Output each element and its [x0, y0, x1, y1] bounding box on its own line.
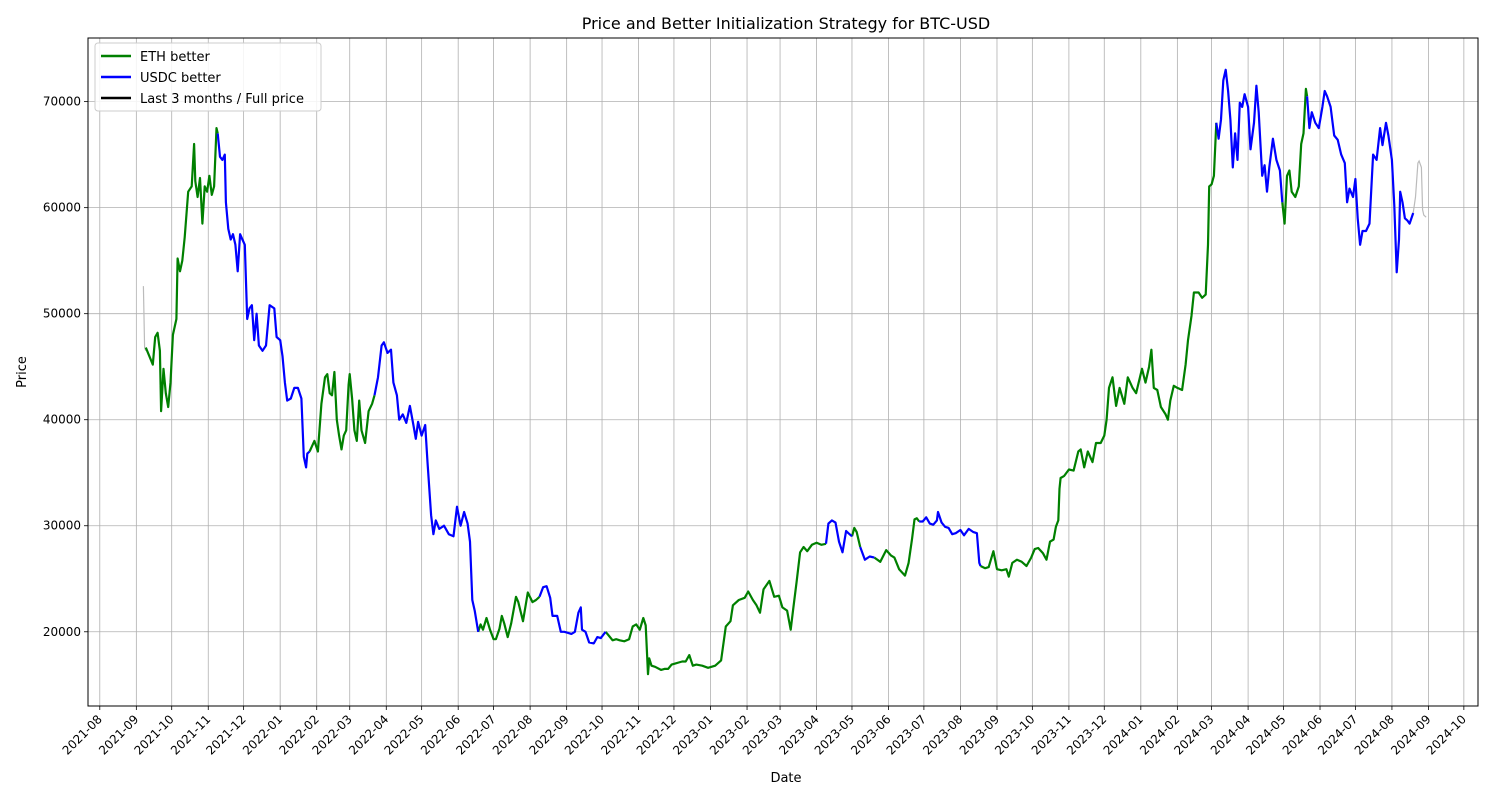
usdc-better-line: [216, 133, 311, 469]
eth-better-line: [144, 127, 219, 413]
eth-better-line: [477, 591, 541, 641]
legend-box: [94, 42, 322, 112]
full-price-line: [142, 286, 147, 352]
y-axis-title: Price: [15, 356, 30, 388]
legend-label-eth: ETH better: [140, 50, 211, 65]
eth-better-line: [308, 370, 376, 453]
eth-better-line: [1281, 87, 1309, 225]
usdc-better-line: [1215, 68, 1284, 203]
chart-title: Price and Better Initialization Strategy…: [582, 14, 991, 33]
legend-label-usdc: USDC better: [140, 71, 221, 86]
y-tick-label: 20000: [43, 625, 81, 639]
eth-better-line: [980, 122, 1218, 578]
legend-label-full-price: Last 3 months / Full price: [140, 92, 304, 107]
eth-better-line: [873, 517, 921, 577]
x-axis-title: Date: [770, 771, 801, 786]
full-price-line: [1412, 159, 1427, 218]
y-tick-label: 70000: [43, 95, 81, 109]
eth-better-line: [604, 541, 827, 676]
y-tick-label: 50000: [43, 307, 81, 321]
usdc-better-line: [859, 546, 875, 561]
series-layer: [142, 68, 1427, 676]
y-tick-label: 30000: [43, 519, 81, 533]
usdc-better-line: [373, 341, 480, 632]
legend: ETH better USDC better Last 3 months / F…: [94, 42, 322, 112]
usdc-better-line: [538, 585, 607, 645]
eth-better-line: [850, 526, 862, 548]
usdc-better-line: [919, 510, 982, 567]
usdc-better-line: [1306, 89, 1415, 274]
usdc-better-line: [824, 519, 853, 554]
y-tick-label: 40000: [43, 413, 81, 427]
y-tick-label: 60000: [43, 201, 81, 215]
plot-frame: [87, 37, 1479, 707]
